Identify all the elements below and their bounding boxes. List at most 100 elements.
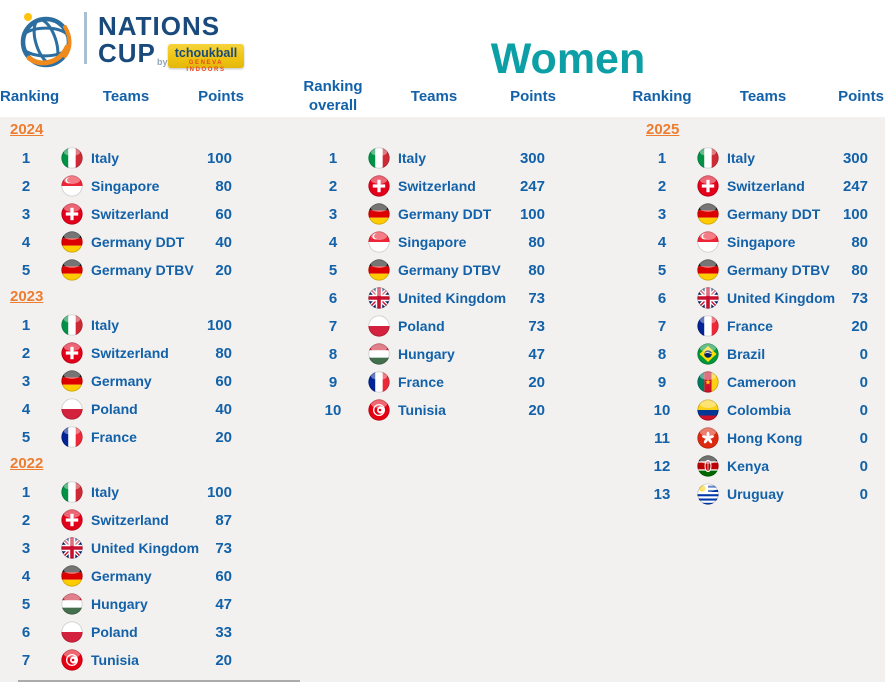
team-cell: France [52, 426, 184, 448]
rank-value: 3 [21, 372, 31, 390]
team-row: 1 Italy 100 [0, 144, 232, 172]
team-row: 3 Germany 60 [0, 367, 232, 395]
team-name: Switzerland [91, 206, 169, 222]
team-name: Switzerland [727, 178, 805, 194]
badge-tchoukball-label: tchoukball [174, 46, 238, 60]
panel-bottom-edge [18, 680, 300, 682]
flag-icon-de [368, 203, 390, 225]
team-cell: Italy [688, 147, 820, 169]
rank-value: 11 [654, 429, 670, 447]
team-row: 4 Germany DDT 40 [0, 228, 232, 256]
team-name: Italy [91, 150, 120, 166]
flag-icon-de [697, 259, 719, 281]
team-row: 9 Cameroon 0 [636, 368, 868, 396]
points-value: 60 [215, 205, 232, 223]
globe-icon [20, 13, 72, 68]
team-row: 8 Brazil 0 [636, 340, 868, 368]
team-name: Tunisia [91, 652, 139, 668]
team-name: Poland [91, 624, 138, 640]
rank-value: 1 [657, 149, 667, 167]
rank-value: 1 [328, 149, 338, 167]
flag-icon-br [697, 343, 719, 365]
flag-icon-uy [697, 483, 719, 505]
points-value: 40 [215, 233, 232, 251]
points-value: 300 [519, 149, 545, 167]
logo-text-by: by [157, 57, 168, 67]
rank-value: 6 [328, 289, 338, 307]
team-cell: Tunisia [359, 399, 497, 421]
points-value: 0 [859, 345, 868, 363]
team-row: 1 Italy 300 [636, 144, 868, 172]
flag-icon-de [697, 203, 719, 225]
flag-icon-ch [61, 342, 83, 364]
flag-icon-it [368, 147, 390, 169]
points-value: 20 [528, 373, 545, 391]
rank-value: 1 [21, 483, 31, 501]
team-cell: Italy [52, 314, 184, 336]
team-name: Hong Kong [727, 430, 803, 446]
flag-icon-gb [368, 287, 390, 309]
team-name: Germany DTBV [398, 262, 501, 278]
team-row: 5 Germany DTBV 20 [0, 256, 232, 284]
points-value: 80 [215, 177, 232, 195]
team-name: France [91, 429, 137, 445]
rank-value: 10 [324, 401, 342, 419]
team-name: Germany DTBV [727, 262, 830, 278]
team-name: Colombia [727, 402, 791, 418]
logo-separator [84, 12, 87, 64]
points-value: 100 [206, 483, 232, 501]
team-name: Germany [91, 373, 152, 389]
team-row: 1 Italy 300 [307, 144, 545, 172]
team-cell: United Kingdom [688, 287, 835, 309]
team-cell: Hungary [359, 343, 497, 365]
team-row: 12 Kenya 0 [636, 452, 868, 480]
flag-icon-tn [61, 649, 83, 671]
team-cell: Hungary [52, 593, 184, 615]
flag-icon-sg [61, 175, 83, 197]
page-title: Women [490, 34, 646, 83]
team-name: Germany DTBV [91, 262, 194, 278]
flag-icon-co [697, 399, 719, 421]
points-value: 87 [215, 511, 232, 529]
year-label-2024[interactable]: 2024 [10, 121, 44, 138]
team-row: 7 France 20 [636, 312, 868, 340]
year-label-2023[interactable]: 2023 [10, 288, 44, 305]
team-row: 7 Poland 73 [307, 312, 545, 340]
team-row: 9 France 20 [307, 368, 545, 396]
points-value: 0 [859, 373, 868, 391]
flag-icon-hu [368, 343, 390, 365]
team-row: 3 Switzerland 60 [0, 200, 232, 228]
team-name: Italy [91, 317, 120, 333]
team-row: 3 United Kingdom 73 [0, 534, 232, 562]
team-cell: Germany DDT [359, 203, 497, 225]
header-ranking-overall: Ranking overall [303, 78, 363, 114]
points-value: 73 [528, 317, 545, 335]
rank-value: 3 [657, 205, 667, 223]
rank-value: 1 [21, 149, 31, 167]
team-name: Italy [727, 150, 756, 166]
points-value: 33 [215, 623, 232, 641]
team-name: United Kingdom [91, 540, 200, 556]
team-row: 5 Germany DTBV 80 [307, 256, 545, 284]
team-row: 2 Switzerland 80 [0, 339, 232, 367]
team-cell: Germany [52, 370, 184, 392]
team-name: Germany [91, 568, 152, 584]
flag-icon-hk [697, 427, 719, 449]
points-value: 0 [859, 485, 868, 503]
rank-value: 5 [21, 261, 31, 279]
year-label-2025[interactable]: 2025 [646, 121, 680, 138]
rank-value: 4 [328, 233, 338, 251]
rank-value: 3 [21, 539, 31, 557]
team-cell: Germany DDT [688, 203, 820, 225]
team-name: Poland [91, 401, 138, 417]
points-value: 20 [851, 317, 868, 335]
column-yearly-right: 2025 1 Italy 300 2 Switzerland 247 3 Germany DDT… [636, 117, 868, 508]
team-name: Germany DDT [727, 206, 821, 222]
team-name: Tunisia [398, 402, 446, 418]
rank-value: 8 [657, 345, 667, 363]
rank-value: 2 [657, 177, 667, 195]
flag-icon-tn [368, 399, 390, 421]
team-name: Brazil [727, 346, 766, 362]
team-row: 1 Italy 100 [0, 478, 232, 506]
year-label-2022[interactable]: 2022 [10, 455, 44, 472]
